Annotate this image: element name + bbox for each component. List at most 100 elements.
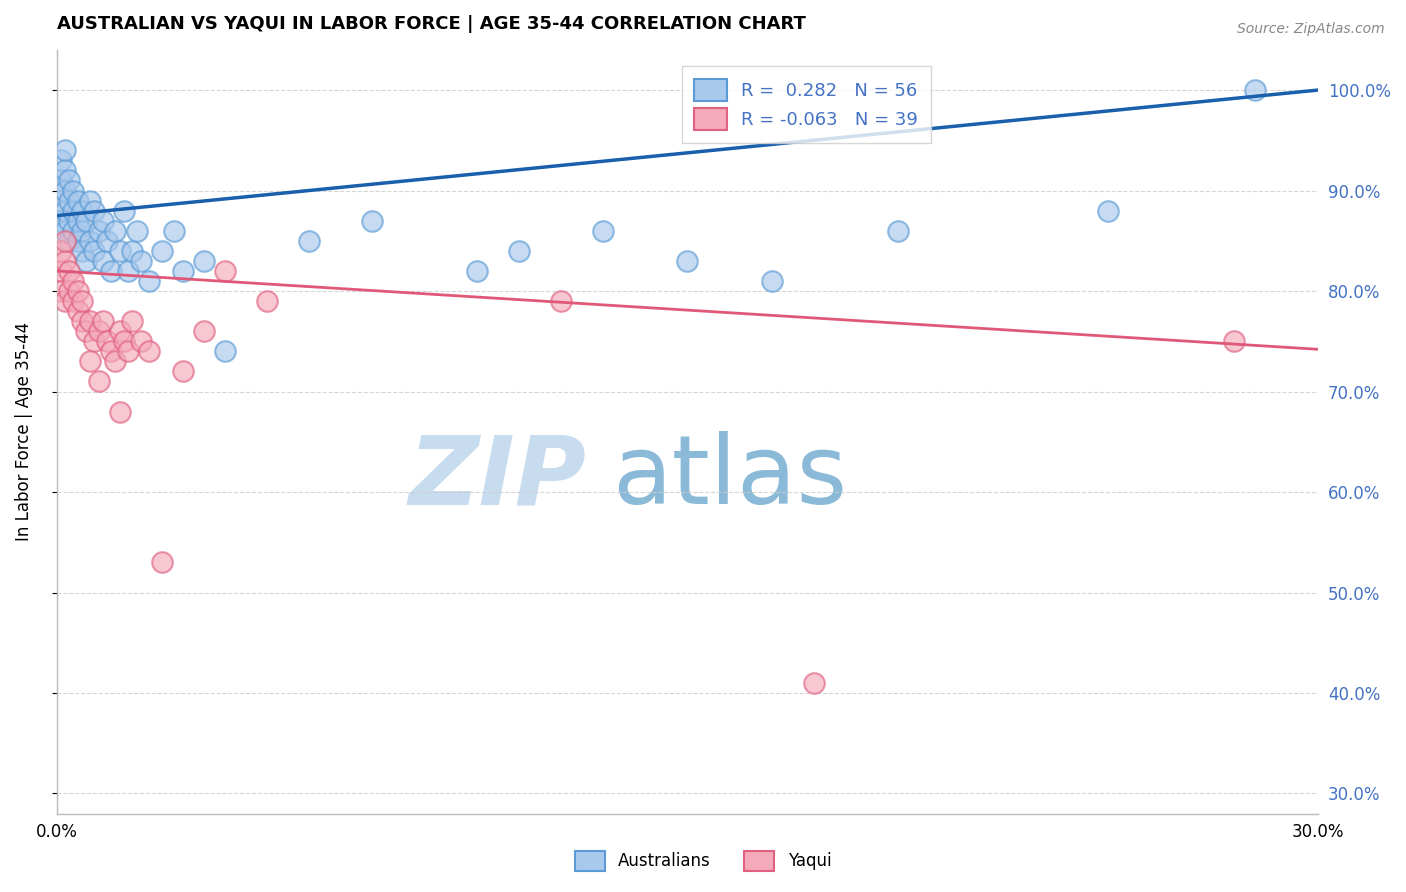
Point: [83, 244, 105, 258]
Point: [53, 163, 76, 178]
Text: Source: ZipAtlas.com: Source: ZipAtlas.com: [1237, 22, 1385, 37]
Point: [58, 264, 80, 278]
Text: ZIP: ZIP: [409, 431, 586, 524]
Point: [49, 194, 72, 208]
Point: [108, 324, 131, 338]
Y-axis label: In Labor Force | Age 35-44: In Labor Force | Age 35-44: [15, 322, 32, 541]
Point: [214, 344, 236, 359]
Point: [465, 264, 488, 278]
Point: [58, 194, 80, 208]
Point: [66, 213, 89, 227]
Point: [1244, 83, 1267, 97]
Point: [58, 234, 80, 248]
Point: [70, 203, 93, 218]
Point: [66, 284, 89, 298]
Point: [96, 234, 118, 248]
Point: [803, 676, 825, 690]
Point: [66, 194, 89, 208]
Point: [193, 324, 215, 338]
Point: [66, 304, 89, 318]
Point: [70, 244, 93, 258]
Point: [53, 203, 76, 218]
Point: [49, 153, 72, 168]
Point: [117, 264, 139, 278]
Point: [104, 224, 127, 238]
Point: [49, 284, 72, 298]
Point: [129, 334, 152, 349]
Point: [70, 294, 93, 309]
Point: [83, 203, 105, 218]
Point: [172, 364, 194, 378]
Point: [163, 224, 186, 238]
Point: [53, 224, 76, 238]
Point: [70, 224, 93, 238]
Point: [62, 184, 84, 198]
Point: [100, 344, 122, 359]
Point: [1223, 334, 1246, 349]
Point: [298, 234, 321, 248]
Point: [75, 324, 97, 338]
Point: [87, 224, 110, 238]
Point: [108, 404, 131, 418]
Point: [108, 244, 131, 258]
Point: [87, 375, 110, 389]
Point: [53, 144, 76, 158]
Point: [172, 264, 194, 278]
Point: [112, 334, 135, 349]
Point: [125, 224, 148, 238]
Legend: R =  0.282   N = 56, R = -0.063   N = 39: R = 0.282 N = 56, R = -0.063 N = 39: [682, 67, 931, 143]
Point: [53, 234, 76, 248]
Point: [58, 173, 80, 187]
Point: [112, 203, 135, 218]
Point: [75, 253, 97, 268]
Point: [256, 294, 278, 309]
Point: [62, 294, 84, 309]
Point: [214, 264, 236, 278]
Point: [49, 213, 72, 227]
Point: [49, 264, 72, 278]
Point: [49, 173, 72, 187]
Point: [138, 344, 160, 359]
Point: [62, 224, 84, 238]
Point: [676, 253, 699, 268]
Point: [79, 354, 101, 368]
Point: [761, 274, 783, 288]
Point: [49, 244, 72, 258]
Point: [1097, 203, 1119, 218]
Point: [70, 314, 93, 328]
Point: [361, 213, 384, 227]
Point: [508, 244, 530, 258]
Point: [193, 253, 215, 268]
Point: [53, 184, 76, 198]
Point: [91, 253, 114, 268]
Point: [66, 234, 89, 248]
Point: [100, 264, 122, 278]
Point: [79, 314, 101, 328]
Point: [79, 194, 101, 208]
Point: [53, 294, 76, 309]
Point: [121, 314, 143, 328]
Point: [550, 294, 572, 309]
Point: [53, 253, 76, 268]
Point: [58, 213, 80, 227]
Text: atlas: atlas: [612, 431, 846, 524]
Point: [150, 244, 173, 258]
Point: [79, 234, 101, 248]
Point: [150, 555, 173, 569]
Point: [121, 244, 143, 258]
Point: [592, 224, 614, 238]
Point: [96, 334, 118, 349]
Text: AUSTRALIAN VS YAQUI IN LABOR FORCE | AGE 35-44 CORRELATION CHART: AUSTRALIAN VS YAQUI IN LABOR FORCE | AGE…: [56, 15, 806, 33]
Point: [129, 253, 152, 268]
Point: [58, 284, 80, 298]
Point: [104, 354, 127, 368]
Point: [91, 213, 114, 227]
Point: [87, 324, 110, 338]
Point: [75, 213, 97, 227]
Point: [117, 344, 139, 359]
Point: [62, 274, 84, 288]
Point: [138, 274, 160, 288]
Legend: Australians, Yaqui: Australians, Yaqui: [567, 842, 839, 880]
Point: [886, 224, 908, 238]
Point: [62, 203, 84, 218]
